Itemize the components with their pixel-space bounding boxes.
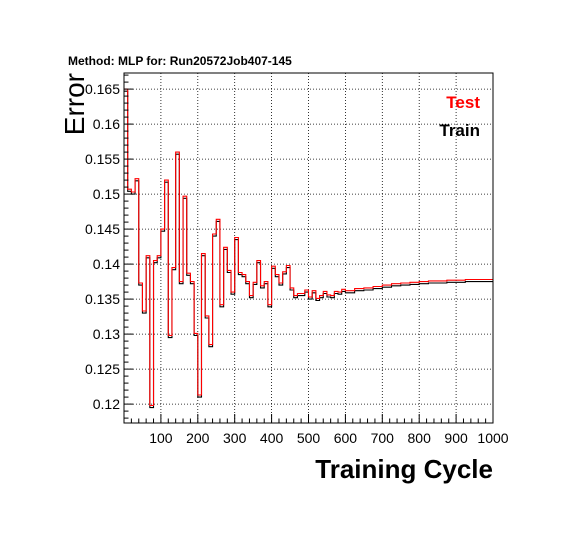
y-tick-label: 0.16 (93, 116, 120, 132)
y-tick-label: 0.12 (93, 396, 120, 412)
x-tick-label: 1000 (477, 430, 508, 446)
ticks (123, 74, 494, 423)
y-axis-title: Error (59, 73, 90, 135)
y-tick-labels: 0.12 0.125 0.13 0.135 0.14 0.145 0.15 0.155 0.16… (85, 81, 120, 412)
x-tick-label: 600 (334, 430, 358, 446)
x-tick-label: 700 (371, 430, 395, 446)
y-tick-label: 0.15 (93, 186, 120, 202)
legend-entry-test: Test (446, 93, 480, 112)
x-tick-label: 100 (149, 430, 173, 446)
x-tick-label: 300 (223, 430, 247, 446)
series-layer (124, 88, 493, 409)
y-tick-label: 0.13 (93, 326, 120, 342)
y-tick-label: 0.165 (85, 81, 120, 97)
y-tick-label: 0.125 (85, 361, 120, 377)
x-tick-label: 400 (260, 430, 284, 446)
x-tick-label: 200 (186, 430, 210, 446)
legend-entry-train: Train (439, 121, 480, 140)
y-tick-label: 0.155 (85, 151, 120, 167)
series-line-test (124, 88, 493, 407)
x-tick-labels: 100 200 300 400 500 600 700 800 900 1000 (149, 430, 509, 446)
legend: Test Train (439, 93, 480, 140)
y-tick-label: 0.14 (93, 256, 120, 272)
x-tick-label: 800 (408, 430, 432, 446)
x-tick-label: 900 (444, 430, 468, 446)
y-tick-label: 0.135 (85, 291, 120, 307)
y-tick-label: 0.145 (85, 221, 120, 237)
x-tick-label: 500 (297, 430, 321, 446)
x-axis-title: Training Cycle (315, 454, 493, 484)
chart-title: Method: MLP for: Run20572Job407-145 (68, 54, 292, 68)
